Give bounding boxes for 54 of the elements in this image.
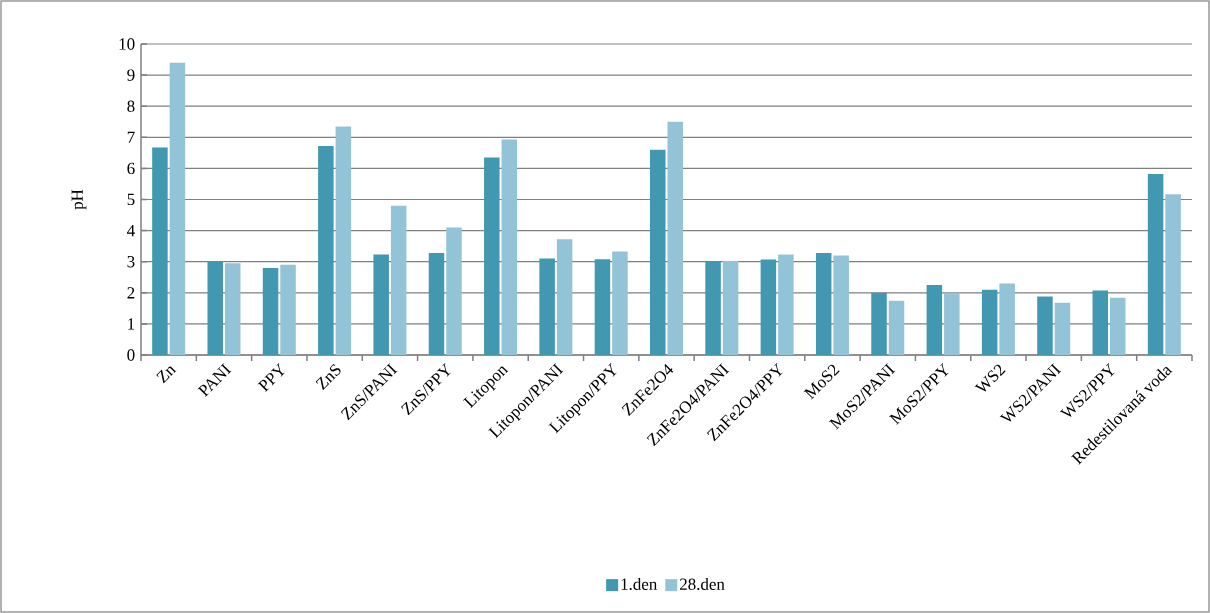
- bar: [760, 259, 777, 355]
- bar: [318, 145, 334, 355]
- bar: [815, 252, 832, 355]
- bar: [373, 254, 389, 355]
- bar: [981, 289, 998, 355]
- bar: [612, 251, 628, 355]
- y-tick-label: 2: [127, 287, 135, 299]
- x-tick-label: ZnS: [315, 364, 341, 390]
- y-tick-label: 6: [127, 162, 135, 175]
- y-tick-label: 3: [127, 255, 135, 268]
- bar: [1110, 297, 1126, 355]
- y-tick-label: 4: [127, 225, 135, 237]
- y-tick-label: 9: [127, 69, 135, 81]
- bar: [722, 261, 739, 355]
- bar: [446, 227, 462, 355]
- bar: [926, 285, 943, 355]
- bar: [650, 149, 666, 355]
- bar: [280, 264, 296, 355]
- bar: [888, 300, 905, 355]
- bar: [999, 283, 1015, 355]
- bar: [484, 157, 500, 355]
- y-tick-label: 0: [127, 349, 135, 361]
- bar: [594, 259, 611, 355]
- bar: [1165, 194, 1181, 355]
- bar: [1037, 296, 1053, 355]
- y-tick-label: 8: [127, 100, 135, 112]
- bar: [539, 258, 555, 355]
- bar: [428, 252, 445, 355]
- bar: [169, 62, 186, 355]
- y-tick-label: 7: [127, 131, 135, 143]
- y-tick-label: 1: [128, 318, 135, 330]
- bar: [556, 239, 573, 355]
- bar: [667, 121, 683, 355]
- bar: [207, 261, 223, 355]
- legend-label: 28.den: [680, 577, 725, 590]
- bar: [152, 147, 168, 355]
- bar: [944, 292, 960, 355]
- y-axis-title: pH: [71, 189, 87, 210]
- bar: [501, 139, 518, 355]
- bar: [1054, 302, 1071, 355]
- bar: [390, 205, 407, 355]
- y-tick-label: 5: [127, 193, 135, 206]
- legend-label: 1.den: [621, 577, 658, 590]
- bar: [1147, 173, 1164, 355]
- bar: [262, 267, 279, 355]
- bar: [224, 263, 241, 355]
- bar: [705, 261, 721, 355]
- bar: [778, 254, 794, 355]
- x-tick-label: Zn: [156, 366, 177, 384]
- bar: [335, 126, 352, 355]
- bar: [833, 255, 849, 355]
- bar: [1092, 290, 1109, 355]
- bar: [871, 292, 887, 355]
- y-tick-label: 10: [119, 38, 135, 50]
